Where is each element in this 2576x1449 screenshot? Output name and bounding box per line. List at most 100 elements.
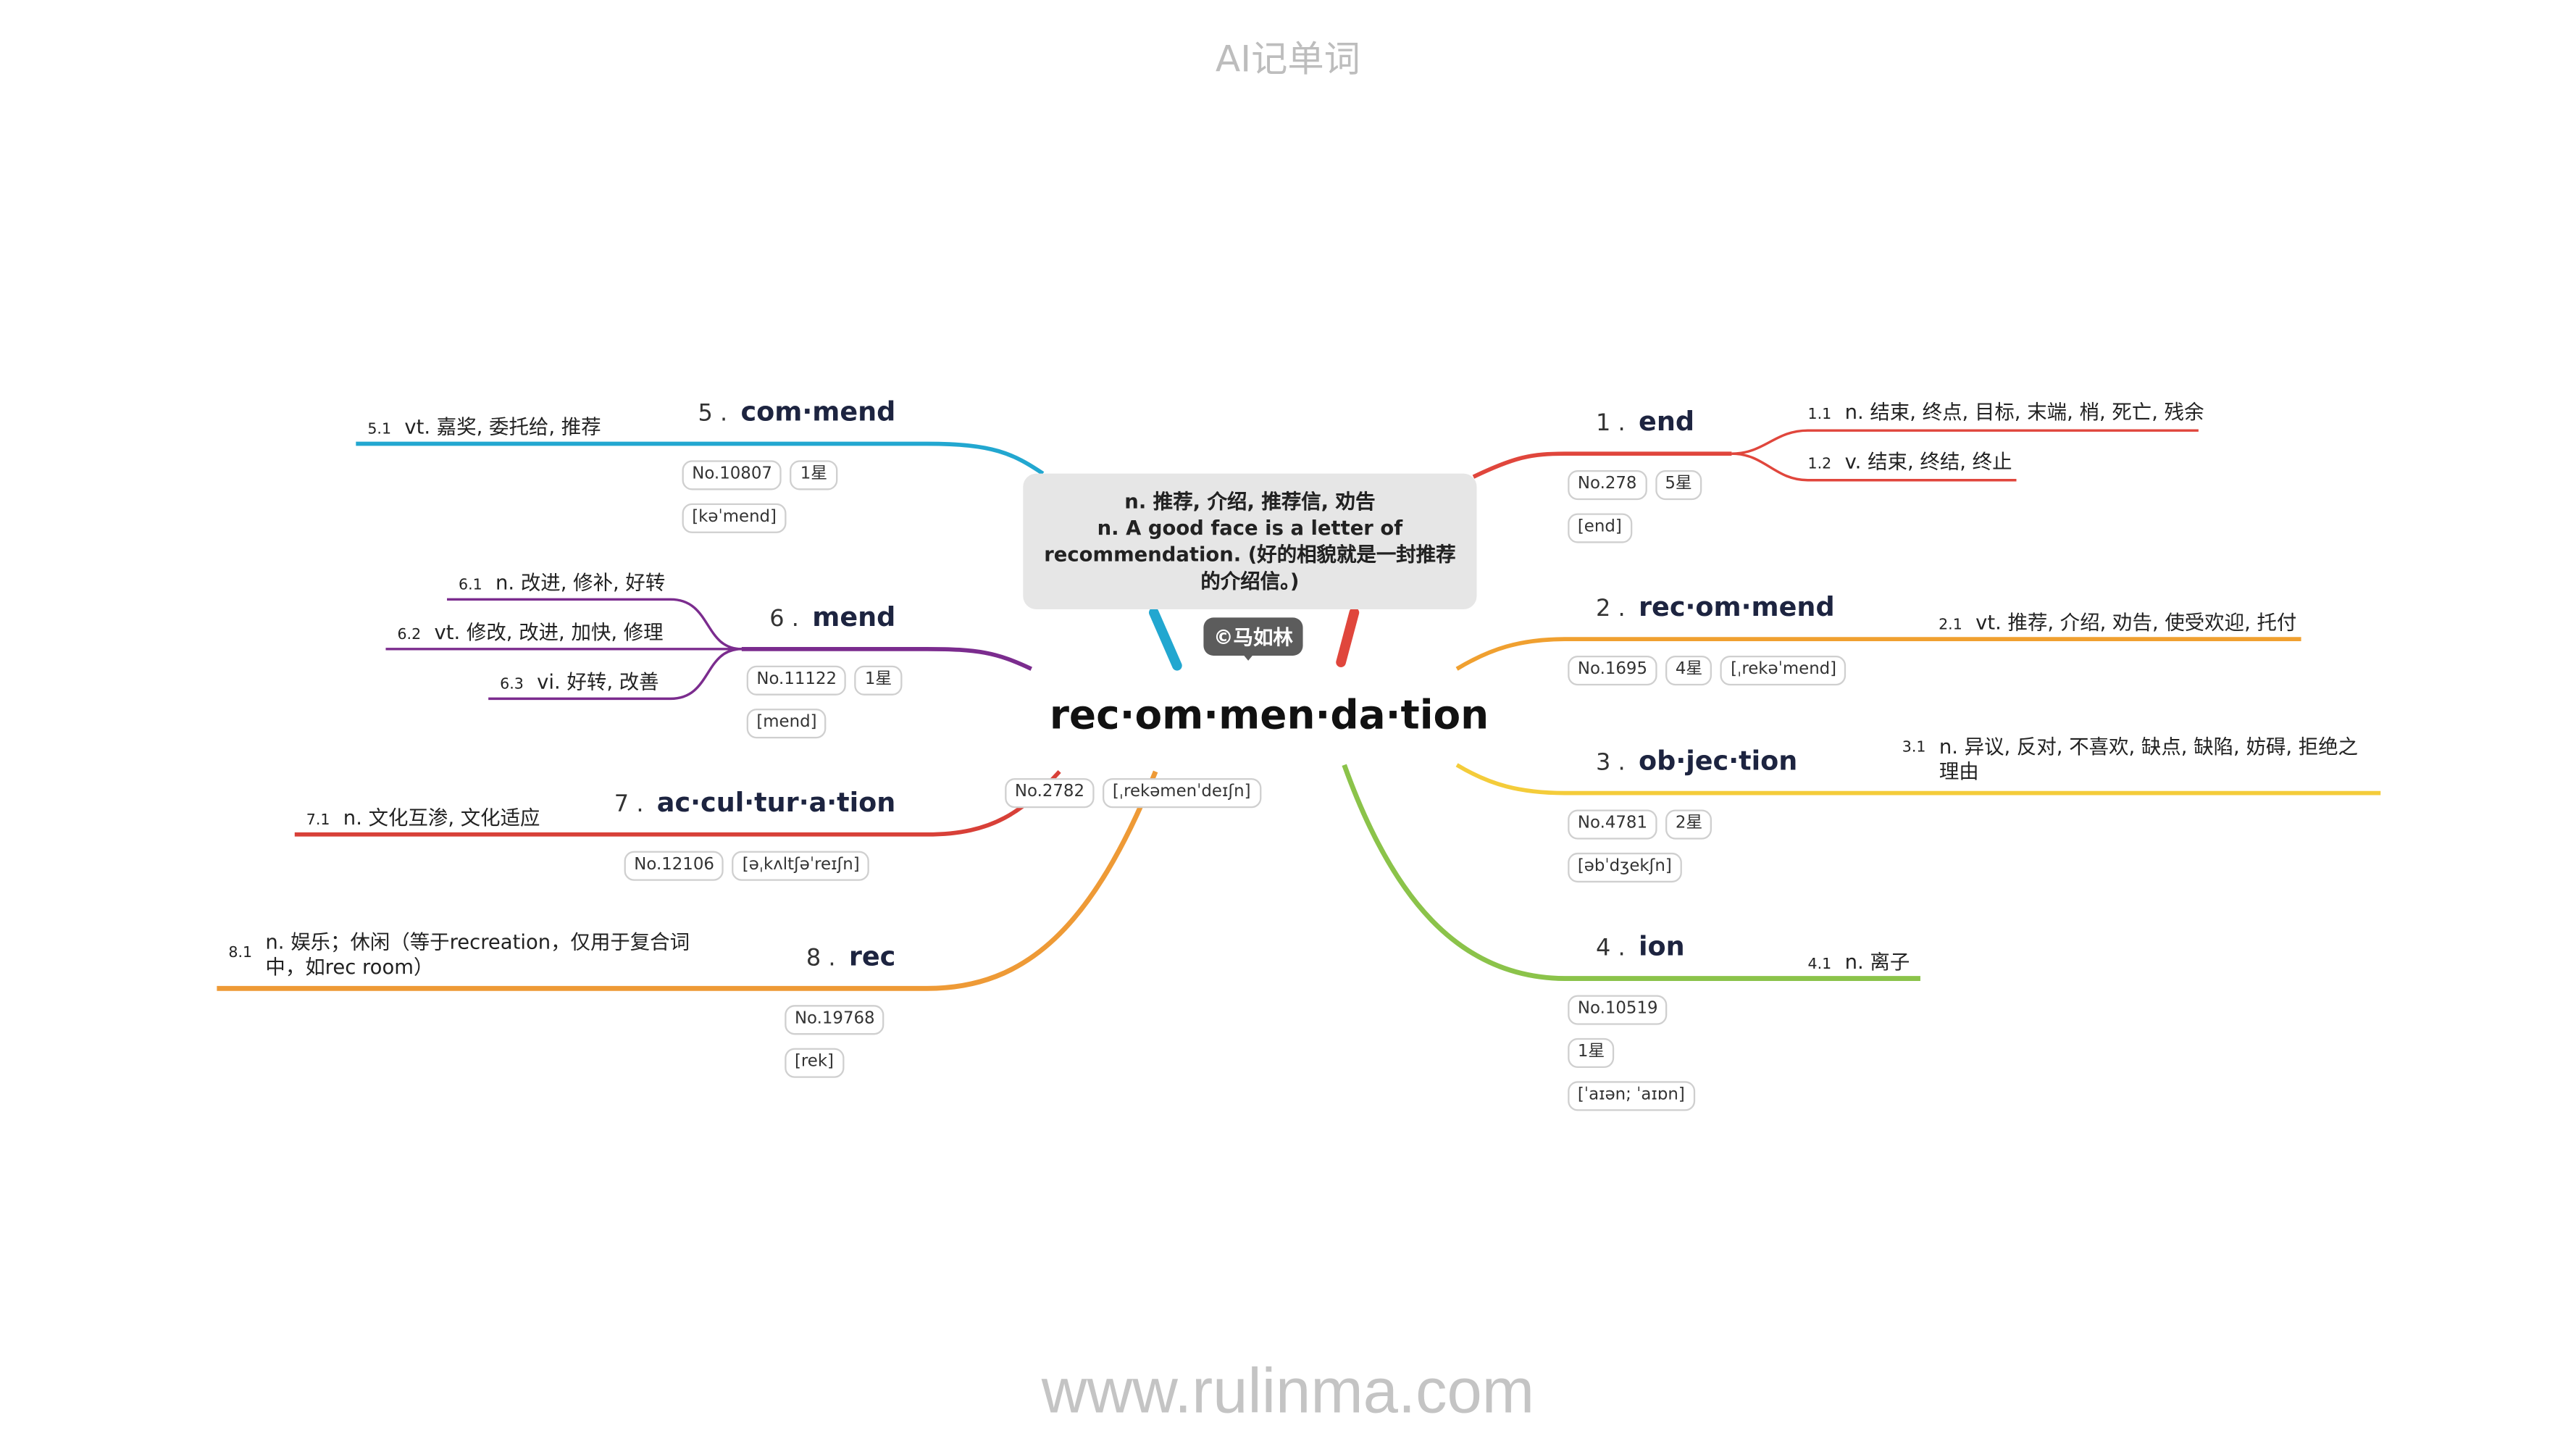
branch-5-label: 5 . com·mend [698,396,895,427]
branch-6-def-1-text: n. 改进, 修补, 好转 [495,571,666,595]
branch-8-def-1: 8.1 n. 娱乐；休闲（等于recreation，仅用于复合词中，如rec r… [228,930,700,980]
branch-6-def-2-number: 6.2 [397,627,422,644]
branch-5-def-1: 5.1 vt. 嘉奖, 委托给, 推荐 [367,412,601,440]
branch-8-def-1-text: n. 娱乐；休闲（等于recreation，仅用于复合词中，如rec room） [265,930,690,979]
stub-blue-left [1148,607,1182,671]
branch-3-word: ob·jec·tion [1639,745,1798,777]
branch-8-phonetic-pill: [rek] [785,1048,844,1078]
branch-3-label: 3 . ob·jec·tion [1596,745,1797,776]
branch-3-def-1-number: 3.1 [1902,740,1926,757]
branch-1-number: 1 . [1596,410,1626,438]
branch-2-word: rec·om·mend [1639,590,1835,623]
meaning-line-1: n. 推荐, 介绍, 推荐信, 劝告 [1124,490,1376,514]
branch-3-def-1-text: n. 异议, 反对, 不喜欢, 缺点, 缺陷, 妨碍, 拒绝之理由 [1939,735,2359,783]
branch-4-phonetic-pill: [ˈaɪən; ˈaɪɒn] [1568,1081,1695,1111]
branch-4-def-1: 4.1 n. 离子 [1808,947,1910,975]
branch-4-def-1-text: n. 离子 [1844,950,1910,974]
stub-red-right [1336,607,1360,667]
branch-1-def-1-line [1731,429,2199,455]
branch-3-phonetic-pill: [əbˈdʒekʃn] [1568,852,1682,883]
branch-4-label: 4 . ion [1596,930,1685,961]
branch-6-def-1-number: 6.1 [459,577,482,595]
branch-3-stars-pill: 2星 [1665,809,1713,840]
branch-3-number: 3 . [1596,750,1626,777]
branch-1-def-1-number: 1.1 [1807,407,1832,425]
branch-1-label: 1 . end [1596,406,1694,437]
center-phonetic-pill: [ˌrekəmenˈdeɪʃn] [1103,778,1261,809]
branch-1-meta: No.278 5星 [end] [1568,464,1710,550]
branch-3-curve [1455,763,2381,796]
branch-6-def-3-number: 6.3 [500,677,524,694]
branch-6-def-3-line [488,648,742,701]
branch-6-word: mend [812,601,896,632]
branch-1-def-2-line [1731,452,2017,482]
branch-2-curve [1455,637,2301,671]
branch-6-def-2: 6.2 vt. 修改, 改进, 加快, 修理 [397,617,663,646]
branch-5-curve [356,441,1045,475]
branch-2-phonetic-pill: [ˌrekəˈmend] [1720,655,1847,686]
branch-4-word: ion [1639,930,1685,962]
branch-6-def-3: 6.3 vi. 好转, 改善 [500,667,658,696]
branch-8-curve [217,770,1158,991]
branch-7-meta: No.12106 [əˌkʌltʃəˈreɪʃn] [624,845,878,881]
branch-2-def-1: 2.1 vt. 推荐, 介绍, 劝告, 使受欢迎, 托付 [1939,608,2296,636]
page-title: AI记单词 [1215,39,1360,81]
branch-7-def-1: 7.1 n. 文化互渗, 文化适应 [306,803,540,831]
branch-5-def-1-text: vt. 嘉奖, 委托给, 推荐 [404,415,601,439]
branch-7-def-1-number: 7.1 [306,813,330,830]
author-badge-pointer [1239,651,1257,661]
branch-5-phonetic-pill: [kəˈmend] [682,503,787,533]
branch-2-def-1-text: vt. 推荐, 介绍, 劝告, 使受欢迎, 托付 [1975,611,2297,635]
branch-5-no-pill: No.10807 [682,460,782,490]
branch-1-def-2: 1.2 v. 结束, 终结, 终止 [1808,447,2012,475]
branch-4-no-pill: No.10519 [1568,995,1668,1025]
branch-1-curve [1472,451,1732,479]
branch-2-meta: No.1695 4星 [ˌrekəˈmend] [1568,649,1854,686]
center-meta: No.2782 [ˌrekəmenˈdeɪʃn] [1005,772,1269,809]
branch-5-def-1-number: 5.1 [367,422,392,439]
branch-8-def-1-number: 8.1 [228,945,253,962]
meaning-box: n. 推荐, 介绍, 推荐信, 劝告 n. A good face is a l… [1023,473,1477,609]
branch-1-def-2-text: v. 结束, 终结, 终止 [1844,450,2012,474]
branch-6-no-pill: No.11122 [746,665,847,696]
branch-1-no-pill: No.278 [1568,470,1647,501]
branch-4-meta: No.10519 1星 [ˈaɪən; ˈaɪɒn] [1568,988,1703,1117]
branch-6-number: 6 . [769,606,799,632]
branch-4-stars-pill: 1星 [1568,1037,1615,1069]
branch-5-stars-pill: 1星 [790,460,837,490]
branch-2-number: 2 . [1596,596,1626,623]
branch-8-number: 8 . [806,945,836,972]
branch-5-meta: No.10807 1星 [kəˈmend] [682,454,846,540]
branch-1-phonetic-pill: [end] [1568,513,1632,543]
branch-2-stars-pill: 4星 [1665,655,1713,686]
author-badge: ©马如林 [1203,617,1303,656]
branch-3-no-pill: No.4781 [1568,809,1657,840]
branch-6-phonetic-pill: [mend] [746,709,827,739]
branch-6-label: 6 . mend [769,601,895,632]
branch-8-label: 8 . rec [806,940,896,972]
branch-1-def-1-text: n. 结束, 终点, 目标, 末端, 梢, 死亡, 残余 [1844,401,2204,425]
branch-7-label: 7 . ac·cul·tur·a·tion [614,787,896,818]
branch-1-word: end [1639,405,1695,438]
branch-3-meta: No.4781 2星 [əbˈdʒekʃn] [1568,803,1720,889]
branch-6-stars-pill: 1星 [855,665,903,696]
branch-1-def-1: 1.1 n. 结束, 终点, 目标, 末端, 梢, 死亡, 残余 [1808,397,2204,425]
branch-2-no-pill: No.1695 [1568,655,1657,686]
branch-2-def-1-number: 2.1 [1939,617,1962,635]
footer-website: www.rulinma.com [1041,1357,1535,1427]
meaning-line-2: n. A good face is a letter of recommenda… [1044,517,1456,593]
branch-5-word: com·mend [740,396,896,427]
branch-1-def-2-number: 1.2 [1807,456,1832,474]
branch-8-no-pill: No.19768 [785,1005,885,1035]
branch-3-def-1: 3.1 n. 异议, 反对, 不喜欢, 缺点, 缺陷, 妨碍, 拒绝之理由 [1902,735,2374,785]
branch-4-curve [1342,764,1920,982]
branch-8-meta: No.19768 [rek] [785,998,893,1085]
branch-6-def-1-line [447,598,742,651]
branch-8-word: rec [848,940,896,972]
branch-1-stars-pill: 5星 [1655,470,1702,501]
center-word: rec·om·men·da·tion [1049,692,1489,739]
branch-7-number: 7 . [614,791,644,818]
branch-6-def-2-text: vt. 修改, 改进, 加快, 修理 [434,620,664,644]
